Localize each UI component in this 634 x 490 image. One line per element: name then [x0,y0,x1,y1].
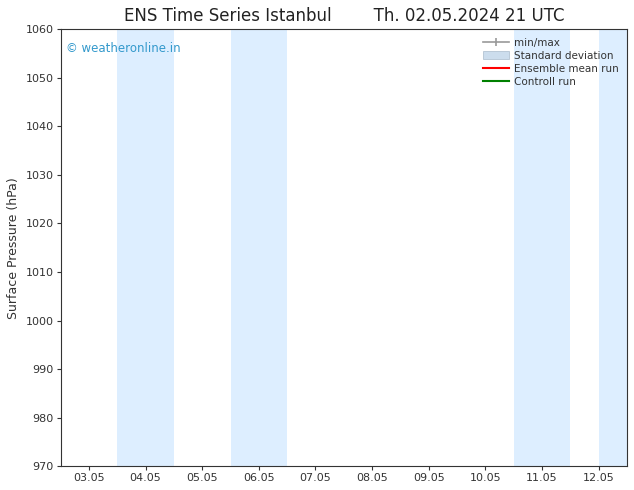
Legend: min/max, Standard deviation, Ensemble mean run, Controll run: min/max, Standard deviation, Ensemble me… [479,34,622,90]
Bar [231,29,287,466]
Text: © weatheronline.in: © weatheronline.in [66,42,181,55]
Bar [117,29,174,466]
Y-axis label: Surface Pressure (hPa): Surface Pressure (hPa) [7,177,20,318]
Title: ENS Time Series Istanbul        Th. 02.05.2024 21 UTC: ENS Time Series Istanbul Th. 02.05.2024 … [124,7,564,25]
Bar [514,29,571,466]
Bar [598,29,627,466]
